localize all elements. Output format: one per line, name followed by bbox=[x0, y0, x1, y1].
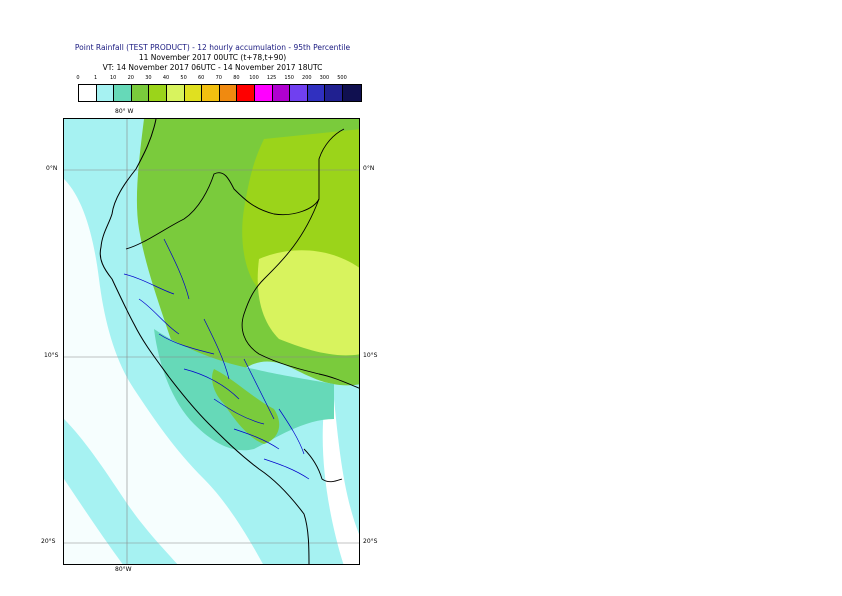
rain-area-green-south bbox=[212, 369, 280, 444]
legend-threshold-label: 0 bbox=[76, 75, 80, 81]
title-line-3: VT: 14 November 2017 06UTC - 14 November… bbox=[102, 63, 323, 72]
legend-threshold-label: 30 bbox=[145, 75, 152, 81]
legend-swatch bbox=[342, 85, 361, 101]
legend-swatch bbox=[184, 85, 203, 101]
legend-swatch bbox=[96, 85, 115, 101]
legend-swatch bbox=[79, 85, 97, 101]
legend-swatch bbox=[114, 85, 132, 101]
legend-threshold-label: 1 bbox=[94, 75, 98, 81]
legend-threshold-label: 20 bbox=[127, 75, 134, 81]
legend-threshold-label: 500 bbox=[337, 75, 347, 81]
legend-threshold-label: 200 bbox=[302, 75, 312, 81]
legend-swatch bbox=[219, 85, 238, 101]
label-lon-80w-bottom: 80°W bbox=[115, 566, 132, 573]
country-border-north bbox=[125, 128, 345, 250]
legend-swatch bbox=[237, 85, 255, 101]
dry-area-southeast bbox=[322, 399, 359, 564]
legend-threshold-label: 300 bbox=[319, 75, 330, 81]
label-lat-0-left: 0°N bbox=[46, 165, 58, 172]
title-line-1: Point Rainfall (TEST PRODUCT) - 12 hourl… bbox=[74, 43, 351, 52]
legend-swatch bbox=[166, 85, 185, 101]
legend-threshold-label: 125 bbox=[266, 75, 277, 81]
legend-swatch bbox=[307, 85, 326, 101]
dry-area-ocean-west bbox=[64, 179, 263, 564]
legend-swatch bbox=[272, 85, 291, 101]
legend-threshold-label: 70 bbox=[215, 75, 222, 81]
legend-swatch bbox=[149, 85, 167, 101]
rain-area-yellow bbox=[257, 250, 359, 356]
legend-threshold-label: 50 bbox=[180, 75, 187, 81]
label-lat-20-left: 20°S bbox=[41, 538, 56, 545]
rain-band-ocean bbox=[64, 419, 178, 564]
legend-swatch bbox=[131, 85, 150, 101]
legend-threshold-labels: 0 1 10 20 30 40 50 60 70 80 100 125 150 200 300 500 bbox=[0, 75, 842, 84]
legend-threshold-label: 100 bbox=[249, 75, 259, 81]
label-lat-10-left: 10°S bbox=[44, 352, 59, 359]
legend-swatch bbox=[290, 85, 308, 101]
legend-swatch bbox=[202, 85, 220, 101]
label-lat-0-right: 0°N bbox=[363, 165, 375, 172]
country-border-east bbox=[241, 198, 359, 389]
legend-threshold-label: 80 bbox=[233, 75, 240, 81]
title-line-2: 11 November 2017 00UTC (t+78,t+90) bbox=[138, 53, 287, 62]
coastline bbox=[99, 119, 310, 564]
region-borders bbox=[123, 238, 310, 480]
label-lat-10-right: 10°S bbox=[363, 352, 378, 359]
rainfall-map bbox=[64, 119, 359, 564]
label-lat-20-right: 20°S bbox=[363, 538, 378, 545]
legend-threshold-label: 10 bbox=[110, 75, 117, 81]
legend-threshold-label: 150 bbox=[284, 75, 294, 81]
legend-color-bar bbox=[78, 84, 362, 102]
label-lon-80w-top: 80° W bbox=[115, 108, 134, 115]
map-frame: 80° W bbox=[63, 118, 360, 565]
country-border-south bbox=[303, 448, 343, 483]
legend-swatch bbox=[254, 85, 273, 101]
legend-threshold-label: 60 bbox=[198, 75, 205, 81]
legend-threshold-label: 40 bbox=[162, 75, 170, 81]
legend-swatch bbox=[325, 85, 343, 101]
